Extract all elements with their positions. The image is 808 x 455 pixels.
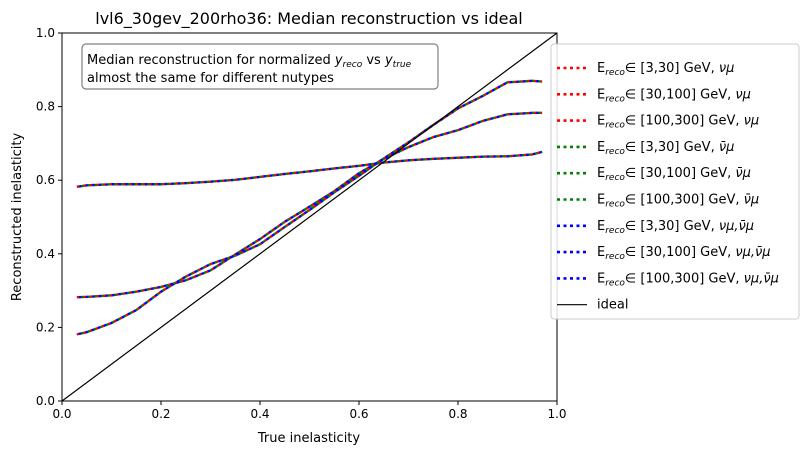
legend-name-main: E	[597, 114, 605, 129]
legend-name-rest: ∈ [100,300] GeV,	[625, 193, 744, 208]
annotation-math-b: y	[384, 53, 393, 68]
legend-name-rest: ∈ [30,100] GeV,	[625, 87, 735, 102]
legend-frame	[550, 43, 800, 320]
legend-entry-0: Ereco∈ [3,30] GeV, νμ	[597, 61, 734, 78]
legend-name-flavor: νμ,ν̄μ	[719, 219, 754, 234]
series-line-4	[76, 111, 543, 299]
annotation-box: Median reconstruction for normalized yre…	[81, 43, 439, 90]
legend-name-main: E	[597, 219, 605, 234]
series-line-0	[76, 150, 543, 189]
annotation-line1-text: Median reconstruction for normalized	[87, 53, 335, 68]
series-line-7	[76, 111, 543, 299]
annotation-math-a-sub: reco	[343, 60, 363, 70]
legend-entry-1: Ereco∈ [30,100] GeV, νμ	[597, 87, 751, 104]
legend-name-flavor: νμ	[719, 61, 735, 76]
legend-name-flavor: νμ,ν̄μ	[744, 271, 779, 286]
series-line-6	[76, 150, 543, 189]
legend-entry-5: Ereco∈ [100,300] GeV, ν̄μ	[597, 193, 759, 210]
y-tick-label: 0.2	[36, 320, 55, 334]
legend-name-flavor: νμ	[735, 87, 751, 102]
x-tick-label: 1.0	[547, 407, 566, 421]
legend-name-sub: reco	[605, 121, 625, 131]
legend-entry-9: ideal	[597, 298, 628, 313]
legend-name-main: E	[597, 193, 605, 208]
legend-name-main: ideal	[597, 298, 628, 313]
legend-name-rest: ∈ [3,30] GeV,	[625, 61, 719, 76]
legend-entry-8: Ereco∈ [100,300] GeV, νμ,ν̄μ	[597, 271, 779, 288]
legend-name-rest: ∈ [30,100] GeV,	[625, 245, 735, 260]
x-tick-label: 0.8	[448, 407, 467, 421]
legend-name-sub: reco	[605, 200, 625, 210]
legend-name-flavor: νμ,ν̄μ	[735, 245, 770, 260]
annotation-mid: vs	[362, 53, 385, 68]
legend-name-sub: reco	[605, 94, 625, 104]
x-tick-label: 0.0	[52, 407, 71, 421]
y-tick-label: 0.8	[36, 100, 55, 114]
legend-name-sub: reco	[605, 147, 625, 157]
legend-name-main: E	[597, 87, 605, 102]
legend-name-flavor: νμ	[744, 114, 760, 129]
legend-entry-3: Ereco∈ [3,30] GeV, ν̄μ	[597, 140, 734, 157]
legend-name-rest: ∈ [100,300] GeV,	[625, 114, 744, 129]
legend-name-sub: reco	[605, 226, 625, 236]
legend-name-main: E	[597, 61, 605, 76]
plot-area	[62, 33, 557, 401]
legend-entry-6: Ereco∈ [3,30] GeV, νμ,ν̄μ	[597, 219, 754, 236]
legend-name-flavor: ν̄μ	[744, 193, 760, 208]
legend-name-main: E	[597, 140, 605, 155]
x-tick-label: 0.4	[250, 407, 269, 421]
legend-entry-2: Ereco∈ [100,300] GeV, νμ	[597, 114, 759, 131]
legend-name-main: E	[597, 245, 605, 260]
x-axis-label: True inelasticity	[257, 431, 361, 446]
legend-entry-7: Ereco∈ [30,100] GeV, νμ,ν̄μ	[597, 245, 771, 262]
legend-name-sub: reco	[605, 252, 625, 262]
annotation-math-b-sub: true	[393, 60, 412, 70]
legend-name-rest: ∈ [30,100] GeV,	[625, 166, 735, 181]
legend-name-flavor: ν̄μ	[735, 166, 751, 181]
y-tick-label: 0.6	[36, 173, 55, 187]
chart-title: lvl6_30gev_200rho36: Median reconstructi…	[95, 9, 523, 29]
legend-name-rest: ∈ [100,300] GeV,	[625, 271, 744, 286]
legend-name-sub: reco	[605, 68, 625, 78]
annotation-math-a: y	[334, 53, 343, 68]
annotation-line1: Median reconstruction for normalized yre…	[87, 53, 412, 70]
x-tick-label: 0.2	[151, 407, 170, 421]
y-tick-label: 0.4	[36, 247, 55, 261]
legend-entry-4: Ereco∈ [30,100] GeV, ν̄μ	[597, 166, 751, 183]
series-line-1	[76, 111, 543, 299]
legend-name-flavor: ν̄μ	[719, 140, 735, 155]
y-tick-label: 0.0	[36, 394, 55, 408]
legend-name-main: E	[597, 166, 605, 181]
y-tick-label: 1.0	[36, 26, 55, 40]
annotation-frame	[81, 43, 439, 90]
series-line-2	[76, 79, 543, 336]
legend-name-sub: reco	[605, 278, 625, 288]
x-tick-label: 0.6	[349, 407, 368, 421]
legend-name-sub: reco	[605, 173, 625, 183]
y-axis-label: Reconstructed inelasticity	[10, 133, 25, 302]
ideal-line	[62, 33, 557, 401]
legend-name-rest: ∈ [3,30] GeV,	[625, 140, 719, 155]
legend-name-main: E	[597, 271, 605, 286]
legend-name-rest: ∈ [3,30] GeV,	[625, 219, 719, 234]
annotation-line2: almost the same for different nutypes	[87, 71, 334, 86]
